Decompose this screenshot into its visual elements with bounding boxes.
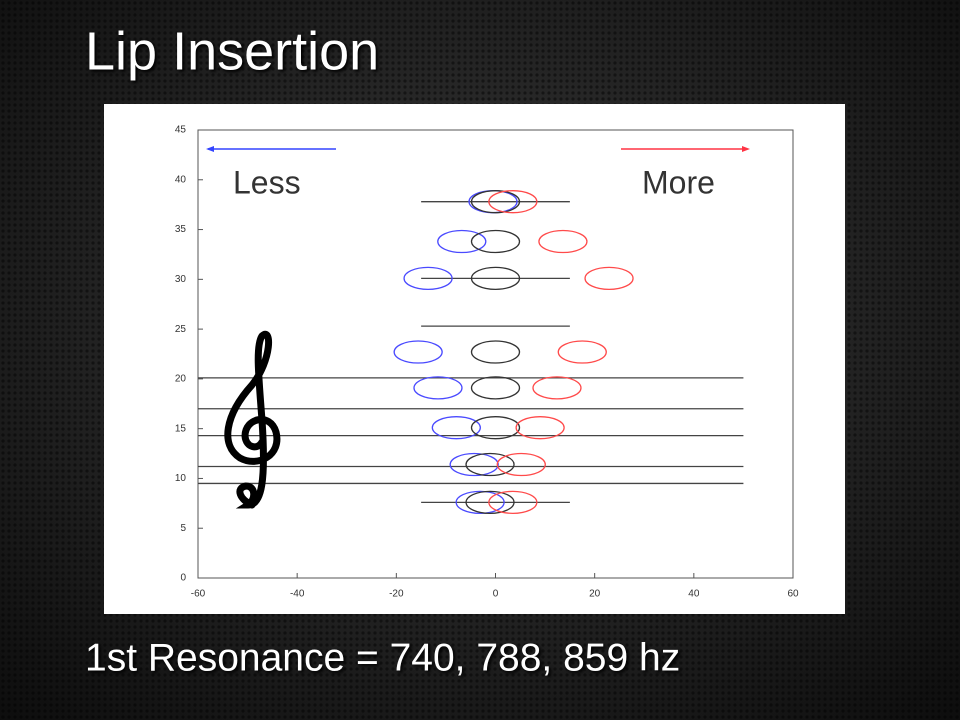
resonance-ellipse bbox=[449, 452, 499, 477]
resonance-ellipse bbox=[515, 416, 565, 440]
plot: -60 -40 -20 0 20 40 60 0 5 10 15 20 25 30 35 40 45 bbox=[175, 125, 799, 600]
resonance-ellipse bbox=[470, 190, 521, 214]
resonance-ellipse bbox=[393, 340, 443, 364]
annotation: More bbox=[642, 164, 715, 200]
x-tick-label: 20 bbox=[589, 589, 601, 600]
y-tick-label: 10 bbox=[175, 473, 187, 484]
x-tick-label: -60 bbox=[191, 589, 206, 600]
y-tick-label: 5 bbox=[180, 523, 186, 534]
y-tick-label: 45 bbox=[175, 125, 187, 136]
resonance-ellipse bbox=[557, 340, 607, 364]
x-tick-label: 0 bbox=[493, 589, 499, 600]
slide-footer: 1st Resonance = 740, 788, 859 hz bbox=[85, 636, 680, 679]
y-tick-label: 25 bbox=[175, 324, 187, 335]
resonance-ellipse bbox=[488, 190, 538, 214]
x-tick-label: 40 bbox=[688, 589, 700, 600]
x-tick-label: -20 bbox=[389, 589, 404, 600]
resonance-ellipse bbox=[465, 490, 515, 514]
y-tick-label: 30 bbox=[175, 274, 187, 285]
resonance-ellipse bbox=[488, 490, 538, 514]
resonance-ellipse bbox=[437, 229, 487, 254]
annotation: Less bbox=[233, 164, 301, 200]
plot-panel bbox=[104, 104, 845, 614]
x-tick-label: -40 bbox=[290, 589, 305, 600]
x-tick-label: 60 bbox=[787, 589, 799, 600]
resonance-ellipse bbox=[470, 416, 521, 440]
y-tick-label: 40 bbox=[175, 174, 187, 185]
resonance-ellipse bbox=[496, 452, 546, 477]
resonance-ellipse bbox=[455, 490, 505, 514]
resonance-ellipse bbox=[431, 416, 481, 440]
resonance-ellipse bbox=[465, 452, 515, 477]
y-tick-label: 0 bbox=[180, 573, 186, 584]
resonance-ellipse bbox=[538, 229, 588, 254]
slide-title: Lip Insertion bbox=[85, 21, 379, 81]
y-tick-label: 15 bbox=[175, 423, 187, 434]
y-tick-label: 35 bbox=[175, 224, 187, 235]
resonance-ellipse bbox=[413, 376, 463, 400]
less-arrowhead bbox=[206, 146, 214, 152]
resonance-ellipse bbox=[584, 266, 634, 290]
resonance-ellipse bbox=[470, 376, 521, 400]
resonance-ellipse bbox=[532, 376, 582, 400]
resonance-ellipse bbox=[403, 266, 453, 290]
treble-clef bbox=[224, 330, 281, 509]
resonance-ellipse bbox=[470, 229, 521, 254]
resonance-ellipse bbox=[470, 266, 521, 290]
more-arrowhead bbox=[742, 146, 750, 152]
y-tick-label: 20 bbox=[175, 374, 187, 385]
resonance-ellipse bbox=[470, 340, 521, 364]
